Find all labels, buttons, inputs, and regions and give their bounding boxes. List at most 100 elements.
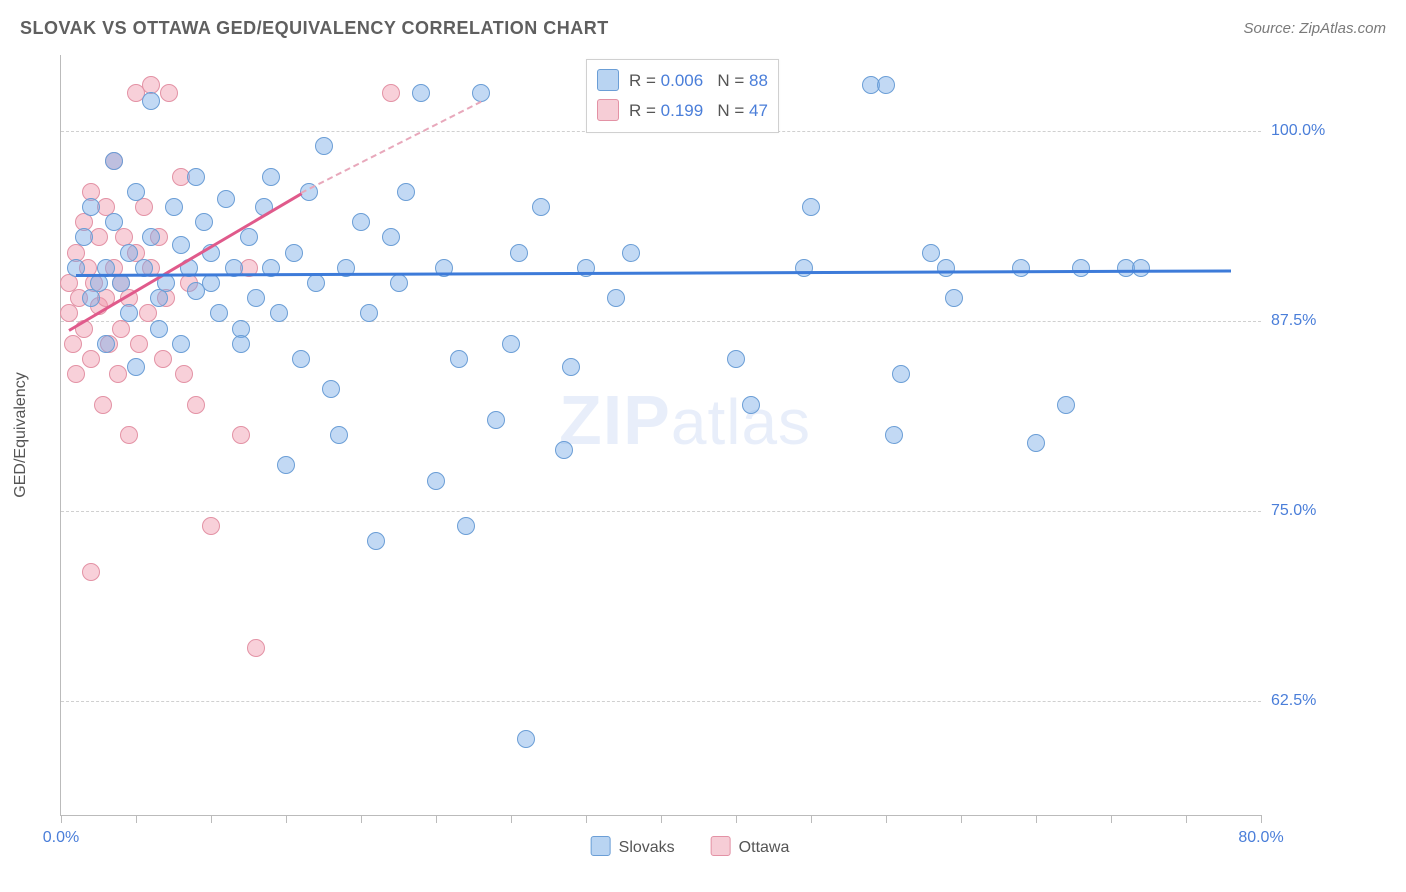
x-tick bbox=[361, 815, 362, 823]
data-point bbox=[285, 244, 303, 262]
y-tick-label: 87.5% bbox=[1271, 312, 1331, 330]
data-point bbox=[127, 183, 145, 201]
y-tick-label: 100.0% bbox=[1271, 122, 1331, 140]
data-point bbox=[472, 84, 490, 102]
legend-item: Ottawa bbox=[711, 836, 790, 857]
data-point bbox=[105, 152, 123, 170]
data-point bbox=[1072, 259, 1090, 277]
data-point bbox=[330, 426, 348, 444]
y-tick-label: 62.5% bbox=[1271, 692, 1331, 710]
data-point bbox=[307, 274, 325, 292]
data-point bbox=[142, 228, 160, 246]
data-point bbox=[232, 335, 250, 353]
data-point bbox=[60, 304, 78, 322]
data-point bbox=[892, 365, 910, 383]
data-point bbox=[922, 244, 940, 262]
data-point bbox=[450, 350, 468, 368]
data-point bbox=[1132, 259, 1150, 277]
data-point bbox=[322, 380, 340, 398]
x-axis-label: 80.0% bbox=[1238, 829, 1283, 847]
gridline bbox=[61, 701, 1261, 702]
data-point bbox=[532, 198, 550, 216]
data-point bbox=[202, 517, 220, 535]
x-tick bbox=[436, 815, 437, 823]
data-point bbox=[292, 350, 310, 368]
x-tick bbox=[511, 815, 512, 823]
data-point bbox=[75, 228, 93, 246]
data-point bbox=[82, 198, 100, 216]
plot-area: GED/Equivalency ZIPatlas 62.5%75.0%87.5%… bbox=[60, 55, 1261, 816]
data-point bbox=[622, 244, 640, 262]
data-point bbox=[937, 259, 955, 277]
data-point bbox=[562, 358, 580, 376]
data-point bbox=[277, 456, 295, 474]
data-point bbox=[154, 350, 172, 368]
x-tick bbox=[136, 815, 137, 823]
chart-title: SLOVAK VS OTTAWA GED/EQUIVALENCY CORRELA… bbox=[20, 18, 609, 38]
data-point bbox=[270, 304, 288, 322]
x-axis-label: 0.0% bbox=[43, 829, 79, 847]
x-tick bbox=[886, 815, 887, 823]
data-point bbox=[94, 396, 112, 414]
data-point bbox=[195, 213, 213, 231]
legend-item: Slovaks bbox=[591, 836, 675, 857]
data-point bbox=[105, 213, 123, 231]
data-point bbox=[352, 213, 370, 231]
data-point bbox=[127, 358, 145, 376]
stat-row: R = 0.006 N = 88 bbox=[597, 66, 768, 96]
watermark: ZIPatlas bbox=[559, 380, 811, 460]
x-tick bbox=[1036, 815, 1037, 823]
data-point bbox=[555, 441, 573, 459]
data-point bbox=[187, 168, 205, 186]
data-point bbox=[82, 563, 100, 581]
data-point bbox=[510, 244, 528, 262]
data-point bbox=[262, 168, 280, 186]
x-tick bbox=[1186, 815, 1187, 823]
data-point bbox=[187, 396, 205, 414]
data-point bbox=[247, 639, 265, 657]
data-point bbox=[487, 411, 505, 429]
data-point bbox=[1027, 434, 1045, 452]
data-point bbox=[240, 228, 258, 246]
data-point bbox=[1057, 396, 1075, 414]
data-point bbox=[175, 365, 193, 383]
x-tick bbox=[811, 815, 812, 823]
data-point bbox=[67, 365, 85, 383]
x-tick bbox=[1261, 815, 1262, 823]
plot-container: GED/Equivalency ZIPatlas 62.5%75.0%87.5%… bbox=[60, 55, 1320, 825]
data-point bbox=[517, 730, 535, 748]
data-point bbox=[315, 137, 333, 155]
y-tick-label: 75.0% bbox=[1271, 502, 1331, 520]
stat-row: R = 0.199 N = 47 bbox=[597, 96, 768, 126]
data-point bbox=[360, 304, 378, 322]
data-point bbox=[217, 190, 235, 208]
data-point bbox=[232, 426, 250, 444]
data-point bbox=[247, 289, 265, 307]
legend-bottom: Slovaks Ottawa bbox=[591, 836, 790, 857]
data-point bbox=[502, 335, 520, 353]
x-tick bbox=[61, 815, 62, 823]
data-point bbox=[120, 426, 138, 444]
x-tick bbox=[661, 815, 662, 823]
data-point bbox=[172, 335, 190, 353]
data-point bbox=[82, 350, 100, 368]
data-point bbox=[945, 289, 963, 307]
data-point bbox=[120, 244, 138, 262]
x-tick bbox=[1111, 815, 1112, 823]
data-point bbox=[742, 396, 760, 414]
data-point bbox=[367, 532, 385, 550]
data-point bbox=[150, 320, 168, 338]
data-point bbox=[397, 183, 415, 201]
data-point bbox=[130, 335, 148, 353]
data-point bbox=[210, 304, 228, 322]
data-point bbox=[877, 76, 895, 94]
data-point bbox=[165, 198, 183, 216]
chart-source: Source: ZipAtlas.com bbox=[1243, 20, 1386, 37]
data-point bbox=[382, 84, 400, 102]
data-point bbox=[457, 517, 475, 535]
data-point bbox=[120, 304, 138, 322]
y-axis-label: GED/Equivalency bbox=[12, 372, 30, 497]
data-point bbox=[885, 426, 903, 444]
stat-box: R = 0.006 N = 88R = 0.199 N = 47 bbox=[586, 59, 779, 133]
data-point bbox=[97, 335, 115, 353]
